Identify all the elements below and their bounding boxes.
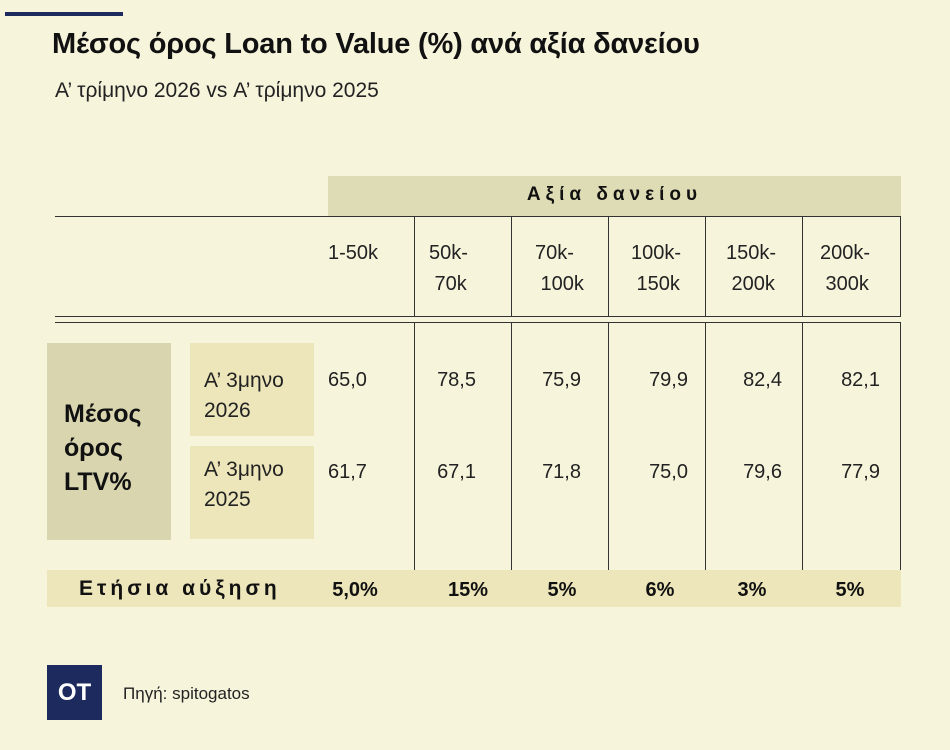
column-divider (608, 216, 609, 316)
ltv-label-box (47, 343, 171, 540)
column-divider (414, 322, 415, 607)
growth-cell: 5,0% (332, 579, 378, 601)
divider-line (55, 216, 901, 217)
column-divider (705, 216, 706, 316)
table-cell: 71,8 (542, 461, 581, 483)
column-divider (802, 322, 803, 607)
row-label: Α’ 3μηνο 2025 (204, 458, 284, 511)
table-cell: 67,1 (437, 461, 476, 483)
table-cell: 65,0 (328, 369, 367, 391)
header-group-label: Αξία δανείου (526, 184, 703, 205)
accent-bar (5, 12, 123, 16)
row-label: Α’ 3μηνο 2026 (204, 369, 284, 422)
table-cell: 75,0 (649, 461, 688, 483)
column-header: 70k- 100k (535, 242, 584, 295)
header-band (328, 176, 901, 216)
row-label-box (190, 446, 314, 539)
column-divider (802, 216, 803, 316)
column-divider (511, 322, 512, 607)
column-header: 100k- 150k (631, 242, 682, 295)
table-cell: 75,9 (542, 369, 581, 391)
table-cell: 79,9 (649, 369, 688, 391)
column-header: 150k- 200k (726, 242, 777, 295)
growth-band (47, 570, 901, 607)
column-divider (900, 322, 901, 607)
column-divider (900, 216, 901, 316)
growth-cell: 5% (835, 579, 865, 601)
table-cell: 77,9 (841, 461, 880, 483)
growth-cell: 5% (547, 579, 577, 601)
chart-title: Μέσος όρος Loan to Value (%) ανά αξία δα… (52, 28, 700, 60)
table-cell: 78,5 (437, 369, 476, 391)
column-divider (705, 322, 706, 607)
table-cell: 82,4 (743, 369, 782, 391)
row-label-box (190, 343, 314, 436)
growth-label: Ετήσια αύξηση (79, 577, 281, 600)
growth-cell: 6% (645, 579, 675, 601)
column-divider (608, 322, 609, 607)
column-header: 50k- 70k (429, 242, 468, 295)
table-cell: 82,1 (841, 369, 880, 391)
logo: OT (47, 665, 102, 720)
divider-line (55, 316, 901, 317)
column-header: 200k- 300k (820, 242, 871, 295)
divider-line (55, 322, 901, 323)
growth-cell: 15% (447, 579, 489, 601)
column-divider (414, 216, 415, 316)
chart-subtitle: Α’ τρίμηνο 2026 vs Α’ τρίμηνο 2025 (55, 79, 379, 102)
growth-cell: 3% (737, 579, 767, 601)
column-header: 1-50k (328, 242, 379, 264)
table-cell: 79,6 (743, 461, 782, 483)
column-divider (511, 216, 512, 316)
row-group-label: Μέσος όρος LTV% (64, 400, 142, 496)
table-cell: 61,7 (328, 461, 367, 483)
source-note: Πηγή: spitogatos (123, 684, 250, 703)
